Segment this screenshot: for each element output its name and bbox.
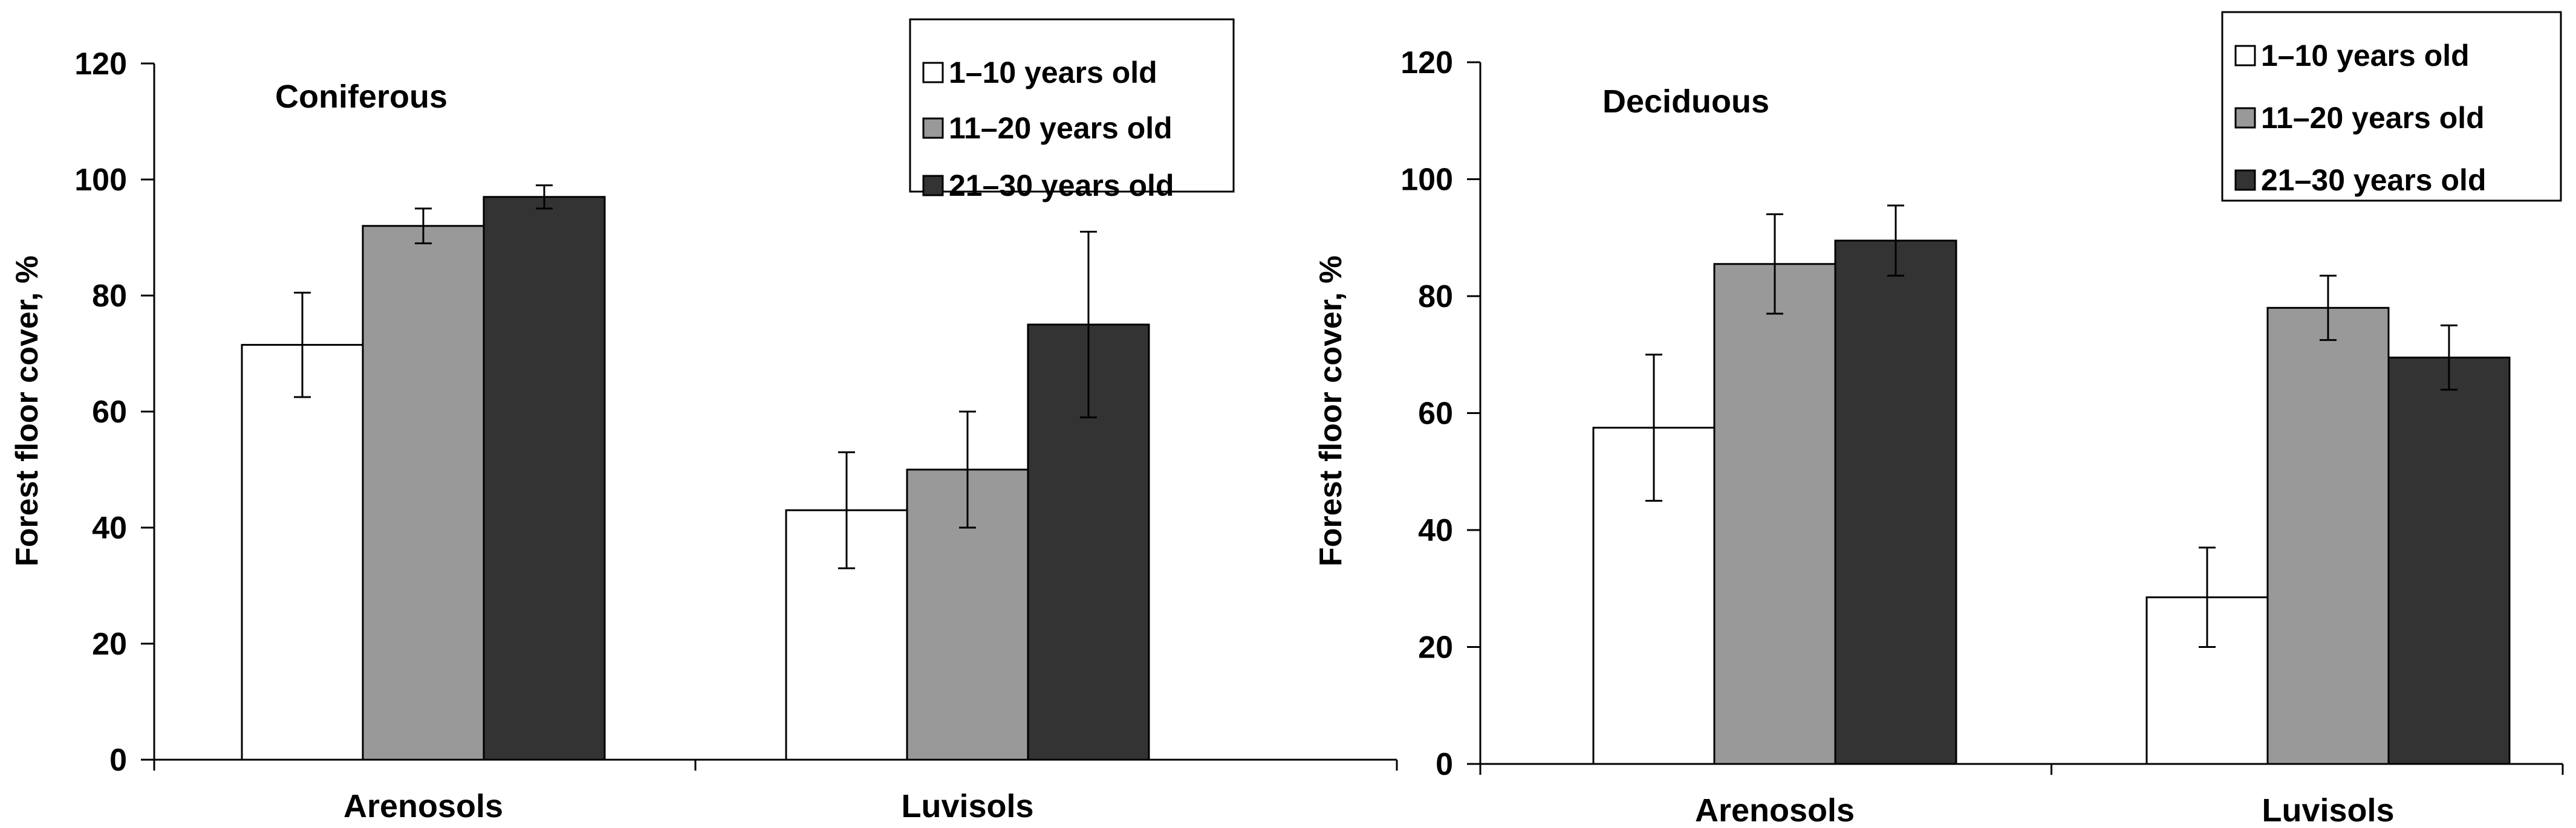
error-bar <box>1645 354 1662 502</box>
y-tick-label: 80 <box>1418 279 1453 314</box>
bar <box>241 344 364 761</box>
y-tick-label: 20 <box>1418 630 1453 665</box>
bar <box>1834 239 1957 765</box>
chart-title: Coniferous <box>275 79 447 115</box>
y-axis-label: Forest floor cover, % <box>1313 256 1348 566</box>
x-category-label: Arenosols <box>343 788 503 824</box>
legend-entry-label: 11–20 years old <box>949 111 1173 145</box>
y-tick-label: 80 <box>92 279 127 314</box>
legend-entry-label: 21–30 years old <box>2261 163 2487 197</box>
y-tick-label: 100 <box>1400 163 1453 198</box>
y-tick-label: 0 <box>109 743 127 778</box>
x-category-label: Luvisols <box>901 788 1033 824</box>
legend-entry-label: 1–10 years old <box>949 56 1157 89</box>
legend: 1–10 years old 11–20 years old 21–30 years… <box>2221 11 2562 202</box>
y-tick-label: 20 <box>92 627 127 662</box>
chart-panel-2: 0 20 40 60 80 100 120 Arenosols Luvisols Deciduou… <box>1313 11 2564 828</box>
chart-panel-1: 0 20 40 60 80 100 120 Arenosols Luvisols Conifero… <box>10 18 1398 824</box>
x-category-label: Luvisols <box>2262 792 2394 828</box>
y-tick-label: 40 <box>1418 513 1453 548</box>
y-tick-label: 100 <box>74 163 127 198</box>
bar <box>2266 306 2390 765</box>
legend-box <box>909 18 1235 193</box>
legend-swatch <box>2234 107 2256 129</box>
error-bar <box>2441 324 2457 391</box>
y-tick-label: 40 <box>92 511 127 546</box>
error-bar <box>2320 274 2337 341</box>
legend-entry-label: 21–30 years old <box>949 169 1174 202</box>
y-tick-label: 0 <box>1436 747 1453 782</box>
x-category-label: Arenosols <box>1695 792 1855 828</box>
chart-title: Deciduous <box>1602 83 1769 120</box>
bar <box>1713 263 1836 765</box>
error-bar <box>294 291 311 398</box>
error-bar <box>415 207 432 245</box>
bar <box>362 225 485 761</box>
legend-swatch <box>922 117 944 139</box>
y-axis-label: Forest floor cover, % <box>10 256 45 566</box>
bar <box>483 196 606 761</box>
error-bar <box>838 451 855 569</box>
error-bar <box>536 184 553 210</box>
legend-swatch <box>2234 45 2256 66</box>
bar <box>2387 357 2511 765</box>
y-tick-label: 60 <box>1418 396 1453 432</box>
y-tick-label: 120 <box>1400 45 1453 80</box>
error-bar <box>2199 546 2216 648</box>
legend-swatch <box>922 175 944 196</box>
error-bar <box>959 410 976 529</box>
y-tick-label: 60 <box>92 395 127 430</box>
y-tick-label: 120 <box>74 47 127 82</box>
legend-box <box>2221 11 2562 202</box>
error-bar <box>1080 230 1097 419</box>
error-bar <box>1766 213 1783 315</box>
legend: 1–10 years old 11–20 years old 21–30 years… <box>909 18 1235 202</box>
legend-swatch <box>922 62 944 83</box>
error-bar <box>1887 204 1904 277</box>
legend-entry-label: 11–20 years old <box>2261 101 2485 135</box>
legend-swatch <box>2234 169 2256 191</box>
legend-entry-label: 1–10 years old <box>2261 39 2470 73</box>
